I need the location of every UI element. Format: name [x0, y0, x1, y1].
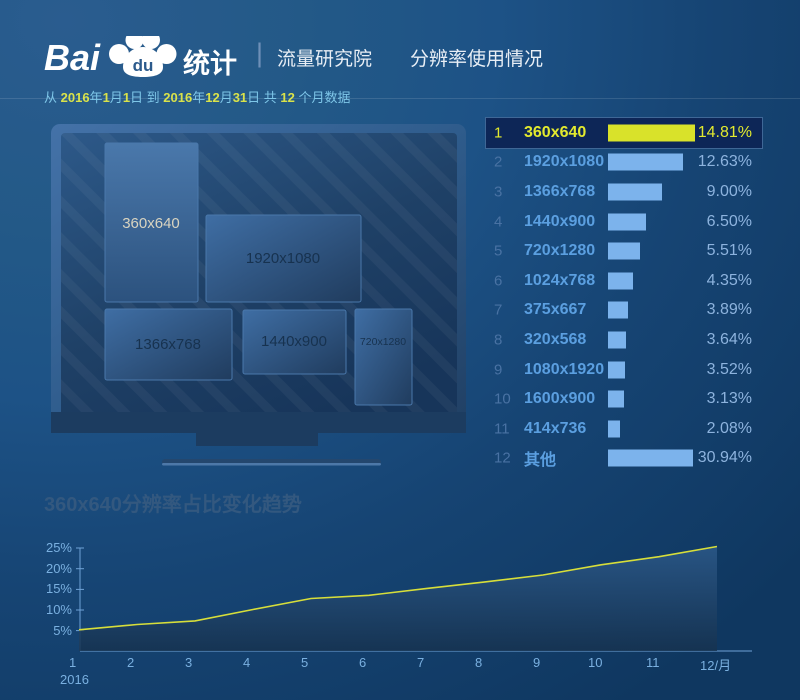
svg-text:1440x900: 1440x900 [261, 333, 327, 350]
svg-text:720x1280: 720x1280 [360, 336, 406, 348]
svg-text:1920x1080: 1920x1080 [246, 250, 320, 267]
svg-text:du: du [133, 56, 154, 75]
svg-text:360x640: 360x640 [122, 215, 180, 232]
svg-text:Bai: Bai [44, 37, 101, 78]
svg-text:1366x768: 1366x768 [135, 336, 201, 353]
